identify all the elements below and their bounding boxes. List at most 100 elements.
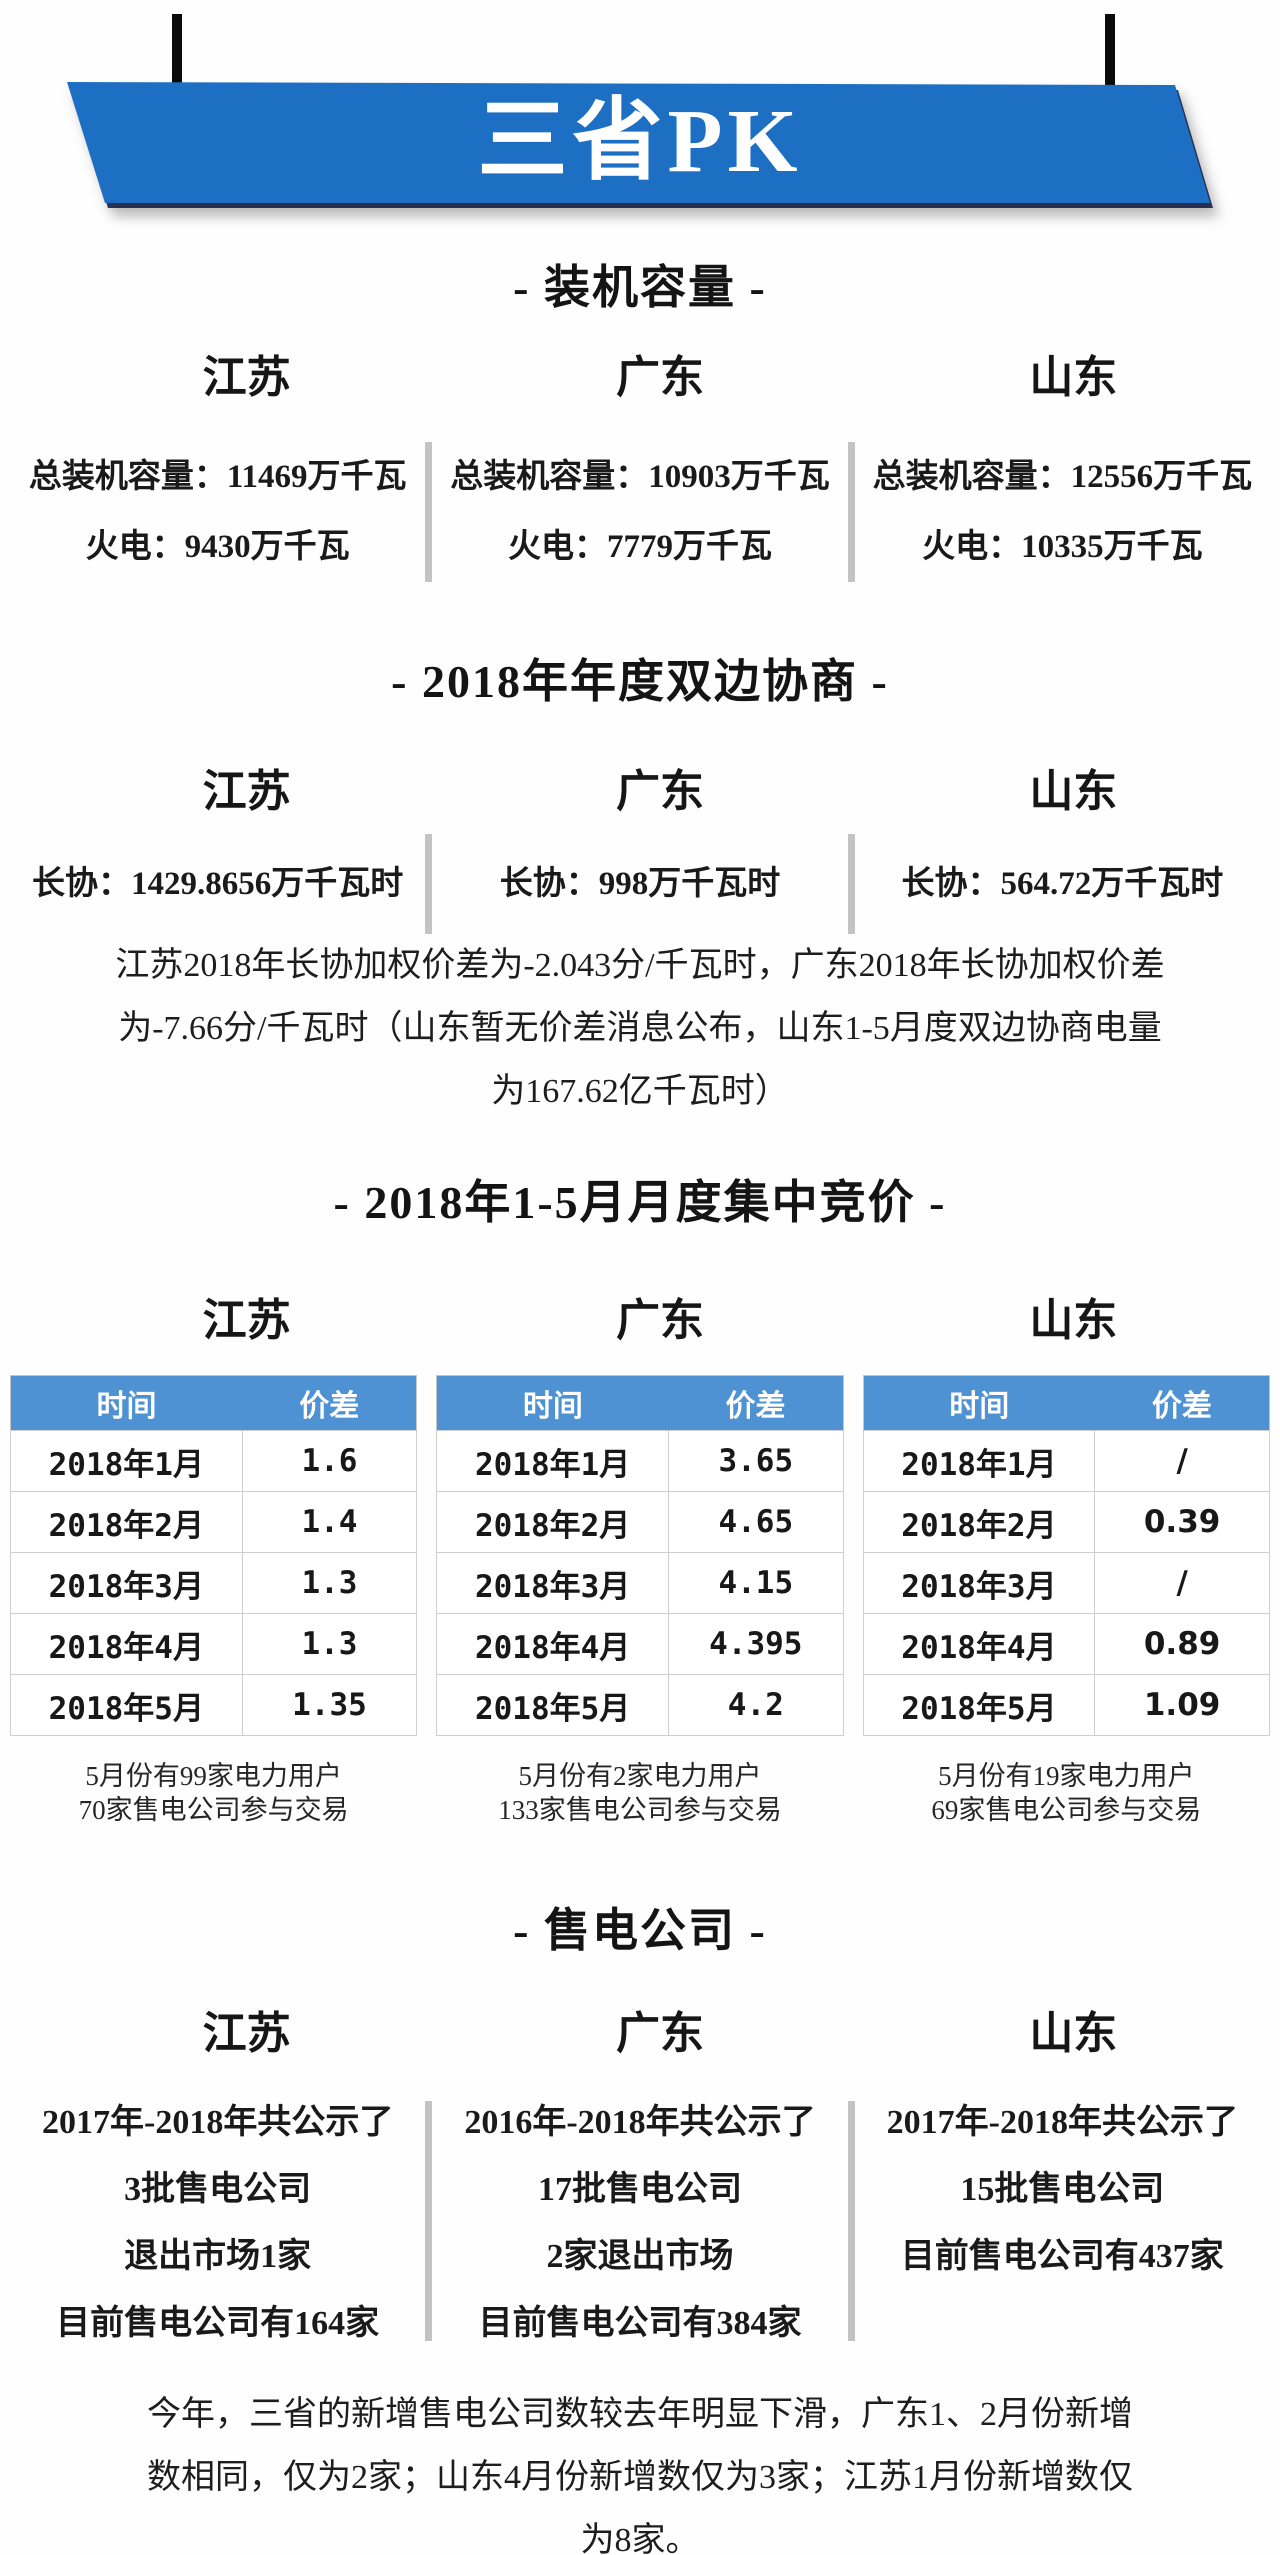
bidding-table-jiangsu: 时间 价差 2018年1月 1.6 2018年2月 1.4 2018年3月 1.3 2… (10, 1375, 418, 1736)
table-cell-value: 4.15 (667, 1552, 844, 1614)
capacity-thermal: 火电：10335万千瓦 (922, 529, 1203, 565)
bidding-note-guangdong: 5月份有2家电力用户 133家售电公司参与交易 (436, 1759, 843, 1827)
section-heading-retail: - 售电公司 - (513, 1905, 767, 1956)
retail-col-guangdong: 2016年-2018年共公示了 17批售电公司 2家退出市场 目前售电公司有38… (432, 2101, 847, 2342)
retail-col-shandong: 2017年-2018年共公示了 15批售电公司 目前售电公司有437家 (855, 2101, 1270, 2341)
capacity-thermal: 火电：7779万千瓦 (507, 529, 772, 565)
bidding-table-shandong: 时间 价差 2018年1月/ 2018年2月 0.39 2018年3月/ 2018… (862, 1375, 1270, 1736)
province-label-guangdong: 广东 (615, 353, 704, 402)
table-row: 2018年1月 1.6 (10, 1430, 418, 1492)
table-row: 2018年1月 / (862, 1430, 1270, 1492)
capacity-col-guangdong: 总装机容量：10903万千瓦 火电：7779万千瓦 (432, 442, 847, 582)
retail-line: 目前售电公司有384家 (478, 2305, 802, 2342)
table-row: 2018年3月 1.3 (10, 1552, 418, 1614)
col-header-price-diff: 价差 (668, 1375, 844, 1431)
table-cell-value: 1.3 (241, 1552, 418, 1614)
longterm-contract-value: 长协：1429.8656万千瓦时 (32, 866, 404, 902)
table-header-row: 时间 价差 (10, 1375, 417, 1431)
table-row: 2018年5月 1.35 (10, 1674, 418, 1736)
table-cell-value: 1.6 (241, 1430, 418, 1492)
table-cell-time: 2018年1月 (10, 1430, 243, 1492)
table-cell-time: 2018年5月 (10, 1674, 243, 1736)
table-cell-value: / (1094, 1430, 1270, 1492)
banner-shape (67, 82, 1210, 203)
table-cell-time: 2018年4月 (862, 1613, 1096, 1675)
bilateral-col-guangdong: 长协：998万千瓦时 (432, 834, 847, 934)
col-header-time: 时间 (10, 1375, 243, 1431)
table-header-row: 时间 价差 (863, 1375, 1270, 1431)
bilateral-col-jiangsu: 长协：1429.8656万千瓦时 (10, 834, 425, 934)
retail-col-jiangsu: 2017年-2018年共公示了 3批售电公司 退出市场1家 目前售电公司有164… (10, 2101, 425, 2342)
section-heading-capacity: - 装机容量 - (513, 262, 767, 313)
longterm-contract-value: 长协：998万千瓦时 (499, 866, 781, 902)
column-divider (847, 2101, 855, 2341)
hanger-bar-right (1105, 14, 1115, 90)
table-cell-value: 1.09 (1094, 1674, 1270, 1736)
capacity-total: 总装机容量：12556万千瓦 (872, 459, 1253, 495)
table-cell-value: 4.65 (667, 1491, 844, 1553)
province-label-jiangsu: 江苏 (202, 2009, 291, 2058)
table-row: 2018年2月 1.4 (10, 1491, 418, 1553)
province-label-jiangsu: 江苏 (202, 353, 291, 402)
table-cell-time: 2018年2月 (436, 1491, 669, 1553)
column-divider (425, 2101, 433, 2341)
note-line: 69家售电公司参与交易 (931, 1795, 1202, 1825)
retail-line: 3批售电公司 (124, 2171, 312, 2208)
bidding-note-shandong: 5月份有19家电力用户 69家售电公司参与交易 (863, 1759, 1270, 1827)
table-row: 2018年5月 4.2 (436, 1674, 844, 1736)
table-cell-time: 2018年4月 (436, 1613, 669, 1675)
banner-area: 三省PK (0, 0, 1280, 250)
note-line: 5月份有99家电力用户 (85, 1761, 342, 1791)
table-row: 2018年2月 4.65 (436, 1491, 844, 1553)
note-line: 133家售电公司参与交易 (498, 1795, 782, 1825)
capacity-col-shandong: 总装机容量：12556万千瓦 火电：10335万千瓦 (855, 442, 1270, 582)
col-header-time: 时间 (436, 1375, 669, 1431)
capacity-province-row: 江苏 广东 山东 (0, 352, 1280, 404)
column-divider (847, 834, 855, 934)
bilateral-province-row: 江苏 广东 山东 (0, 766, 1280, 818)
capacity-values-row: 总装机容量：11469万千瓦 火电：9430万千瓦 总装机容量：10903万千瓦… (0, 432, 1280, 582)
bilateral-col-shandong: 长协：564.72万千瓦时 (855, 834, 1270, 934)
retail-line: 目前售电公司有437家 (900, 2238, 1224, 2275)
province-label-shandong: 山东 (1029, 2009, 1118, 2058)
table-cell-time: 2018年2月 (862, 1491, 1096, 1553)
note-line: 5月份有19家电力用户 (938, 1761, 1195, 1791)
table-cell-value: 1.4 (241, 1491, 418, 1553)
table-row: 2018年4月 1.3 (10, 1613, 418, 1675)
table-cell-time: 2018年3月 (10, 1552, 243, 1614)
table-cell-time: 2018年5月 (436, 1674, 669, 1736)
bilateral-note-paragraph: 江苏2018年长协加权价差为-2.043分/千瓦时，广东2018年长协加权价差为… (115, 947, 1165, 1110)
table-cell-value: 4.2 (667, 1674, 844, 1736)
table-cell-value: / (1094, 1552, 1270, 1614)
section-heading-bilateral: - 2018年年度双边协商 - (391, 656, 889, 707)
capacity-thermal: 火电：9430万千瓦 (85, 529, 350, 565)
banner: 三省PK (60, 78, 1220, 210)
retail-province-row: 江苏 广东 山东 (0, 2008, 1280, 2060)
province-label-jiangsu: 江苏 (202, 1296, 291, 1345)
table-cell-value: 1.3 (241, 1613, 418, 1675)
province-label-guangdong: 广东 (615, 1296, 704, 1345)
price-diff-table: 时间 价差 2018年1月 1.6 2018年2月 1.4 2018年3月 1.3 2… (10, 1375, 418, 1736)
table-row: 2018年1月 3.65 (436, 1430, 844, 1492)
price-diff-table: 时间 价差 2018年1月 3.65 2018年2月 4.65 2018年3月 4.1… (436, 1375, 844, 1736)
retail-line: 退出市场1家 (124, 2238, 312, 2275)
table-cell-value: 4.395 (667, 1613, 844, 1675)
column-divider (847, 442, 855, 582)
banner-title: 三省PK (477, 92, 803, 191)
bidding-tables-row: 时间 价差 2018年1月 1.6 2018年2月 1.4 2018年3月 1.3 2… (0, 1375, 1280, 1736)
table-cell-value: 1.35 (241, 1674, 418, 1736)
table-header-row: 时间 价差 (436, 1375, 844, 1431)
price-diff-table: 时间 价差 2018年1月/ 2018年2月 0.39 2018年3月/ 2018… (862, 1375, 1270, 1736)
retail-line: 2016年-2018年共公示了 (464, 2104, 816, 2141)
province-label-guangdong: 广东 (615, 767, 704, 816)
capacity-total: 总装机容量：10903万千瓦 (450, 459, 830, 495)
table-row: 2018年3月 4.15 (436, 1552, 844, 1614)
note-line: 5月份有2家电力用户 (518, 1761, 762, 1791)
section-heading-bidding: - 2018年1-5月月度集中竞价 - (333, 1177, 947, 1228)
column-divider (425, 834, 433, 934)
table-row: 2018年4月 4.395 (436, 1613, 844, 1675)
retail-values-row: 2017年-2018年共公示了 3批售电公司 退出市场1家 目前售电公司有164… (0, 2091, 1280, 2342)
bidding-table-guangdong: 时间 价差 2018年1月 3.65 2018年2月 4.65 2018年3月 4.1… (436, 1375, 844, 1736)
table-row: 2018年5月 1.09 (862, 1674, 1270, 1736)
column-divider (425, 442, 433, 582)
